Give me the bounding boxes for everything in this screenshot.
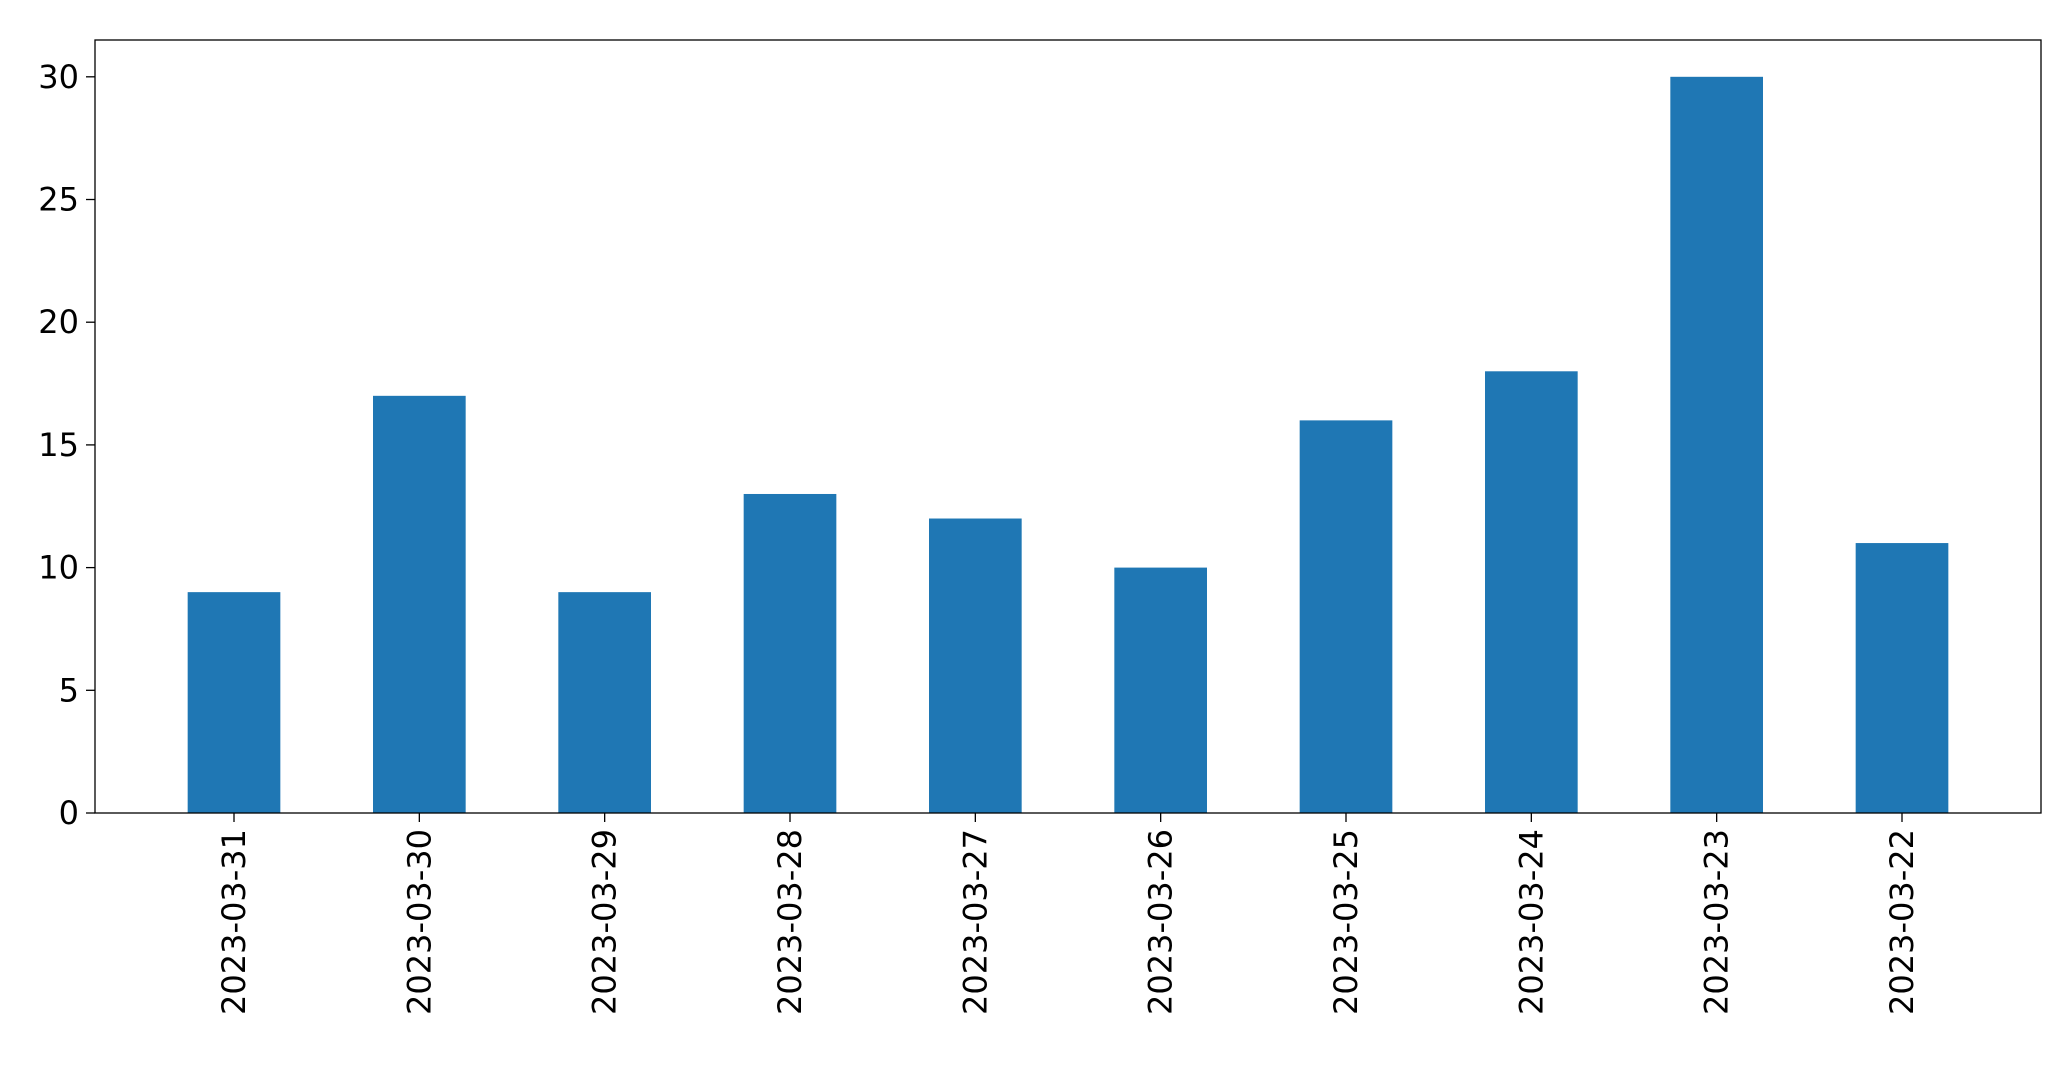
bar-2023-03-25 [1299, 420, 1393, 813]
bar-2023-03-24 [1485, 371, 1578, 813]
y-tick-label: 15 [38, 426, 79, 464]
x-tick-label: 2023-03-30 [400, 829, 438, 1015]
x-tick-label: 2023-03-27 [956, 829, 994, 1015]
bar-2023-03-30 [373, 395, 466, 813]
x-tick-label: 2023-03-28 [771, 829, 809, 1015]
bar-2023-03-27 [929, 518, 1022, 813]
axes-layer [94, 39, 2042, 814]
x-tick-label: 2023-03-24 [1512, 829, 1550, 1015]
x-tick-label: 2023-03-23 [1698, 829, 1736, 1015]
y-tick-label: 10 [38, 549, 79, 587]
y-tick-label: 20 [38, 303, 79, 341]
bar-2023-03-28 [743, 493, 837, 813]
x-tick-label: 2023-03-31 [215, 829, 253, 1015]
x-tick-label: 2023-03-26 [1142, 829, 1180, 1015]
bar-2023-03-23 [1670, 76, 1763, 813]
bars-layer [187, 76, 1949, 813]
bar-2023-03-31 [187, 592, 281, 813]
plot-frame [94, 39, 2042, 814]
y-tick-label: 0 [59, 794, 79, 832]
x-tick-label: 2023-03-22 [1883, 829, 1921, 1015]
y-tick-label: 25 [38, 181, 79, 219]
bar-2023-03-26 [1114, 567, 1207, 813]
x-tick-label: 2023-03-29 [586, 829, 624, 1015]
y-tick-label: 30 [38, 58, 79, 96]
ticks-layer: 0 5 10 15 20 25 30 2023-03-31 2023-03-30 2023-03-… [38, 58, 1921, 1015]
bar-2023-03-29 [558, 592, 651, 813]
x-tick-label: 2023-03-25 [1327, 829, 1365, 1015]
bar-2023-03-22 [1855, 543, 1949, 813]
y-tick-label: 5 [59, 671, 79, 709]
